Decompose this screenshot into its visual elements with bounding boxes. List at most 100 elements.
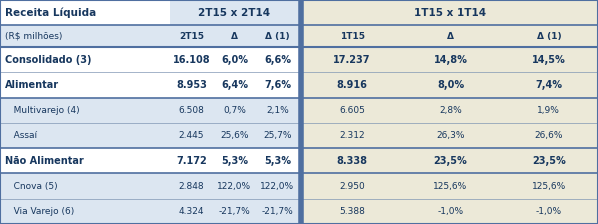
Bar bbox=[500, 173, 598, 199]
Text: 26,3%: 26,3% bbox=[437, 131, 465, 140]
Text: 7.172: 7.172 bbox=[176, 156, 207, 166]
Bar bbox=[299, 173, 303, 199]
Bar bbox=[213, 199, 256, 224]
Bar bbox=[401, 72, 500, 98]
Bar bbox=[401, 173, 500, 199]
Bar bbox=[303, 47, 401, 72]
Text: Alimentar: Alimentar bbox=[5, 80, 59, 90]
Bar bbox=[303, 148, 401, 173]
Bar bbox=[0, 199, 170, 224]
Bar bbox=[299, 199, 303, 224]
Bar bbox=[213, 148, 256, 173]
Bar bbox=[170, 47, 213, 72]
Bar bbox=[256, 98, 299, 123]
Text: 6,0%: 6,0% bbox=[221, 55, 248, 65]
Bar bbox=[500, 72, 598, 98]
Bar bbox=[213, 72, 256, 98]
Bar bbox=[303, 0, 598, 25]
Text: 6.508: 6.508 bbox=[179, 106, 205, 115]
Text: 122,0%: 122,0% bbox=[218, 182, 252, 191]
Text: 6,4%: 6,4% bbox=[221, 80, 248, 90]
Bar bbox=[299, 148, 303, 173]
Bar bbox=[401, 123, 500, 148]
Text: Δ: Δ bbox=[231, 32, 238, 41]
Bar bbox=[256, 25, 299, 47]
Text: -1,0%: -1,0% bbox=[438, 207, 463, 216]
Bar bbox=[401, 199, 500, 224]
Bar bbox=[500, 25, 598, 47]
Text: Multivarejo (4): Multivarejo (4) bbox=[5, 106, 80, 115]
Text: 23,5%: 23,5% bbox=[434, 156, 468, 166]
Text: 7,6%: 7,6% bbox=[264, 80, 291, 90]
Bar bbox=[256, 173, 299, 199]
Text: Δ (1): Δ (1) bbox=[536, 32, 561, 41]
Text: 125,6%: 125,6% bbox=[532, 182, 566, 191]
Bar bbox=[401, 98, 500, 123]
Text: -21,7%: -21,7% bbox=[262, 207, 294, 216]
Text: 8.916: 8.916 bbox=[337, 80, 368, 90]
Text: (R$ milhões): (R$ milhões) bbox=[5, 32, 62, 41]
Text: 2.312: 2.312 bbox=[339, 131, 365, 140]
Text: 2T15 x 2T14: 2T15 x 2T14 bbox=[199, 7, 270, 17]
Text: Receita Líquida: Receita Líquida bbox=[5, 7, 96, 18]
Text: 122,0%: 122,0% bbox=[261, 182, 295, 191]
Bar bbox=[500, 47, 598, 72]
Bar bbox=[256, 123, 299, 148]
Text: 14,5%: 14,5% bbox=[532, 55, 566, 65]
Bar bbox=[0, 72, 170, 98]
Bar bbox=[0, 47, 170, 72]
Text: 2,8%: 2,8% bbox=[439, 106, 462, 115]
Text: 7,4%: 7,4% bbox=[535, 80, 562, 90]
Bar bbox=[0, 0, 170, 25]
Bar bbox=[0, 123, 170, 148]
Text: Via Varejo (6): Via Varejo (6) bbox=[5, 207, 74, 216]
Bar bbox=[170, 98, 213, 123]
Text: 125,6%: 125,6% bbox=[434, 182, 468, 191]
Text: Não Alimentar: Não Alimentar bbox=[5, 156, 84, 166]
Text: -1,0%: -1,0% bbox=[536, 207, 562, 216]
Bar bbox=[0, 25, 170, 47]
Bar bbox=[401, 148, 500, 173]
Text: 5,3%: 5,3% bbox=[221, 156, 248, 166]
Bar bbox=[500, 123, 598, 148]
Bar bbox=[303, 123, 401, 148]
Bar bbox=[401, 25, 500, 47]
Text: Δ (1): Δ (1) bbox=[265, 32, 290, 41]
Bar bbox=[303, 72, 401, 98]
Text: 2.848: 2.848 bbox=[179, 182, 205, 191]
Text: 6,6%: 6,6% bbox=[264, 55, 291, 65]
Text: 25,6%: 25,6% bbox=[220, 131, 249, 140]
Text: 8.338: 8.338 bbox=[337, 156, 368, 166]
Text: 5.388: 5.388 bbox=[339, 207, 365, 216]
Bar bbox=[256, 199, 299, 224]
Bar bbox=[256, 72, 299, 98]
Bar bbox=[299, 72, 303, 98]
Text: -21,7%: -21,7% bbox=[219, 207, 251, 216]
Text: Δ: Δ bbox=[447, 32, 454, 41]
Bar bbox=[170, 123, 213, 148]
Bar bbox=[299, 47, 303, 72]
Text: 2,1%: 2,1% bbox=[266, 106, 289, 115]
Bar bbox=[0, 148, 170, 173]
Text: 2.445: 2.445 bbox=[179, 131, 205, 140]
Text: 0,7%: 0,7% bbox=[223, 106, 246, 115]
Bar bbox=[401, 47, 500, 72]
Text: 1T15 x 1T14: 1T15 x 1T14 bbox=[414, 7, 487, 17]
Bar bbox=[500, 148, 598, 173]
Text: 25,7%: 25,7% bbox=[263, 131, 292, 140]
Bar bbox=[170, 173, 213, 199]
Text: 8.953: 8.953 bbox=[176, 80, 207, 90]
Bar bbox=[170, 0, 299, 25]
Bar bbox=[170, 72, 213, 98]
Bar bbox=[213, 173, 256, 199]
Bar bbox=[213, 98, 256, 123]
Text: 2.950: 2.950 bbox=[339, 182, 365, 191]
Bar bbox=[299, 98, 303, 123]
Bar bbox=[500, 98, 598, 123]
Text: 1T15: 1T15 bbox=[340, 32, 365, 41]
Bar bbox=[303, 199, 401, 224]
Text: 14,8%: 14,8% bbox=[434, 55, 468, 65]
Bar bbox=[303, 173, 401, 199]
Text: 6.605: 6.605 bbox=[339, 106, 365, 115]
Bar bbox=[213, 123, 256, 148]
